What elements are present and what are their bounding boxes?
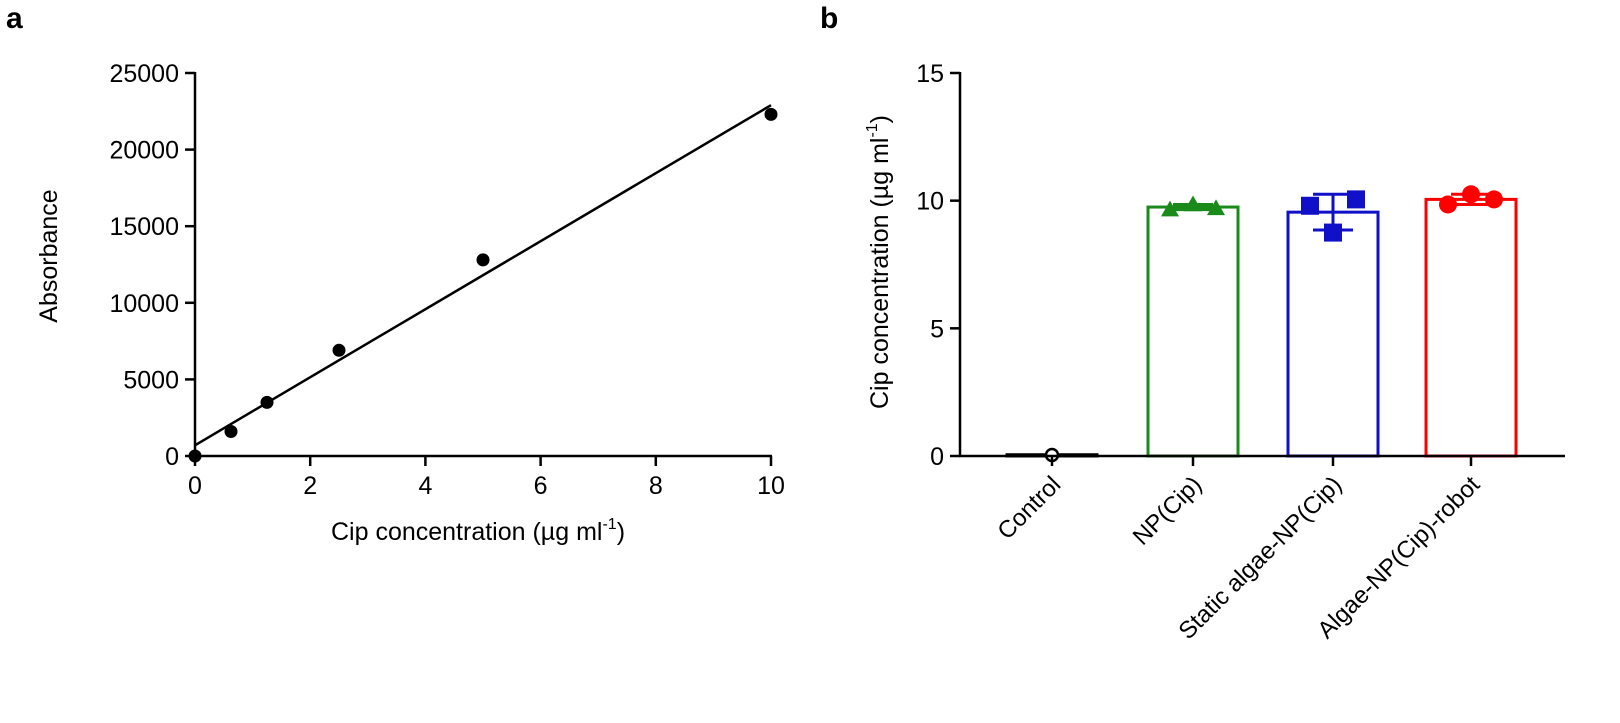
b-bar [1286, 210, 1380, 458]
b-y-tick-label: 5 [930, 315, 944, 343]
b-y-tick-label: 10 [916, 188, 944, 216]
b-y-axis-title-main: Cip concentration (µg ml [866, 138, 894, 409]
a-x-tick-label: 10 [757, 472, 785, 500]
panel-a: a 0 5000 10000 15000 20000 25000 0 2 4 6 8 10 Cip … [6, 2, 785, 546]
b-bar [1424, 197, 1518, 458]
a-data-point [224, 424, 238, 438]
b-data-point [1184, 195, 1202, 212]
a-y-axis-ticks: 0 5000 10000 15000 20000 25000 [109, 60, 195, 471]
a-data-point [476, 253, 490, 267]
b-y-tick-label: 0 [930, 443, 944, 471]
b-data-point [1439, 195, 1457, 214]
a-y-tick-label: 25000 [109, 60, 179, 88]
b-data-point [1207, 199, 1225, 216]
b-data-point [1161, 200, 1179, 217]
a-x-axis-title-sup: -1 [602, 516, 616, 533]
a-x-axis-title-main: Cip concentration (µg ml [331, 518, 602, 546]
a-data-point [332, 343, 346, 357]
a-x-axis-ticks: 0 2 4 6 8 10 [188, 456, 785, 500]
b-y-axis-title-sup: -1 [864, 123, 881, 137]
a-y-tick-label: 10000 [109, 290, 179, 318]
a-data-points [188, 107, 778, 463]
a-x-tick-label: 4 [418, 472, 432, 500]
a-data-point [260, 395, 274, 409]
a-y-tick-label: 5000 [123, 366, 179, 394]
a-y-tick-label: 15000 [109, 213, 179, 241]
a-x-tick-label: 8 [649, 472, 663, 500]
a-data-point [764, 107, 778, 121]
b-category-label: NP(Cip) [1128, 471, 1207, 550]
a-x-tick-label: 0 [188, 472, 202, 500]
b-bar [1146, 205, 1240, 458]
b-y-axis-ticks: 0 5 10 15 [916, 60, 960, 471]
b-y-axis-title: Cip concentration (µg ml-1) [864, 115, 894, 409]
b-data-point [1324, 223, 1342, 242]
a-y-axis-title: Absorbance [35, 189, 63, 322]
a-data-point [188, 449, 202, 463]
panel-a-letter: a [6, 2, 23, 35]
b-data-point [1347, 190, 1365, 209]
a-x-tick-label: 2 [303, 472, 317, 500]
a-x-axis-title: Cip concentration (µg ml-1) [331, 516, 625, 546]
a-fit-line [194, 104, 772, 447]
b-y-tick-label: 15 [916, 60, 944, 88]
b-category-label: Control [992, 471, 1066, 545]
b-y-axis-title-end: ) [866, 115, 894, 123]
b-data-point [1462, 185, 1480, 204]
a-y-tick-label: 0 [165, 443, 179, 471]
a-y-tick-label: 20000 [109, 137, 179, 165]
a-x-tick-label: 6 [534, 472, 548, 500]
b-data-point [1485, 190, 1503, 209]
panel-b-letter: b [820, 2, 838, 35]
b-bars [1005, 185, 1518, 466]
a-x-axis-title-end: ) [617, 518, 625, 546]
b-category-labels: Control NP(Cip)Static algae-NP(Cip)Algae-… [992, 471, 1485, 645]
b-data-point [1301, 196, 1319, 215]
